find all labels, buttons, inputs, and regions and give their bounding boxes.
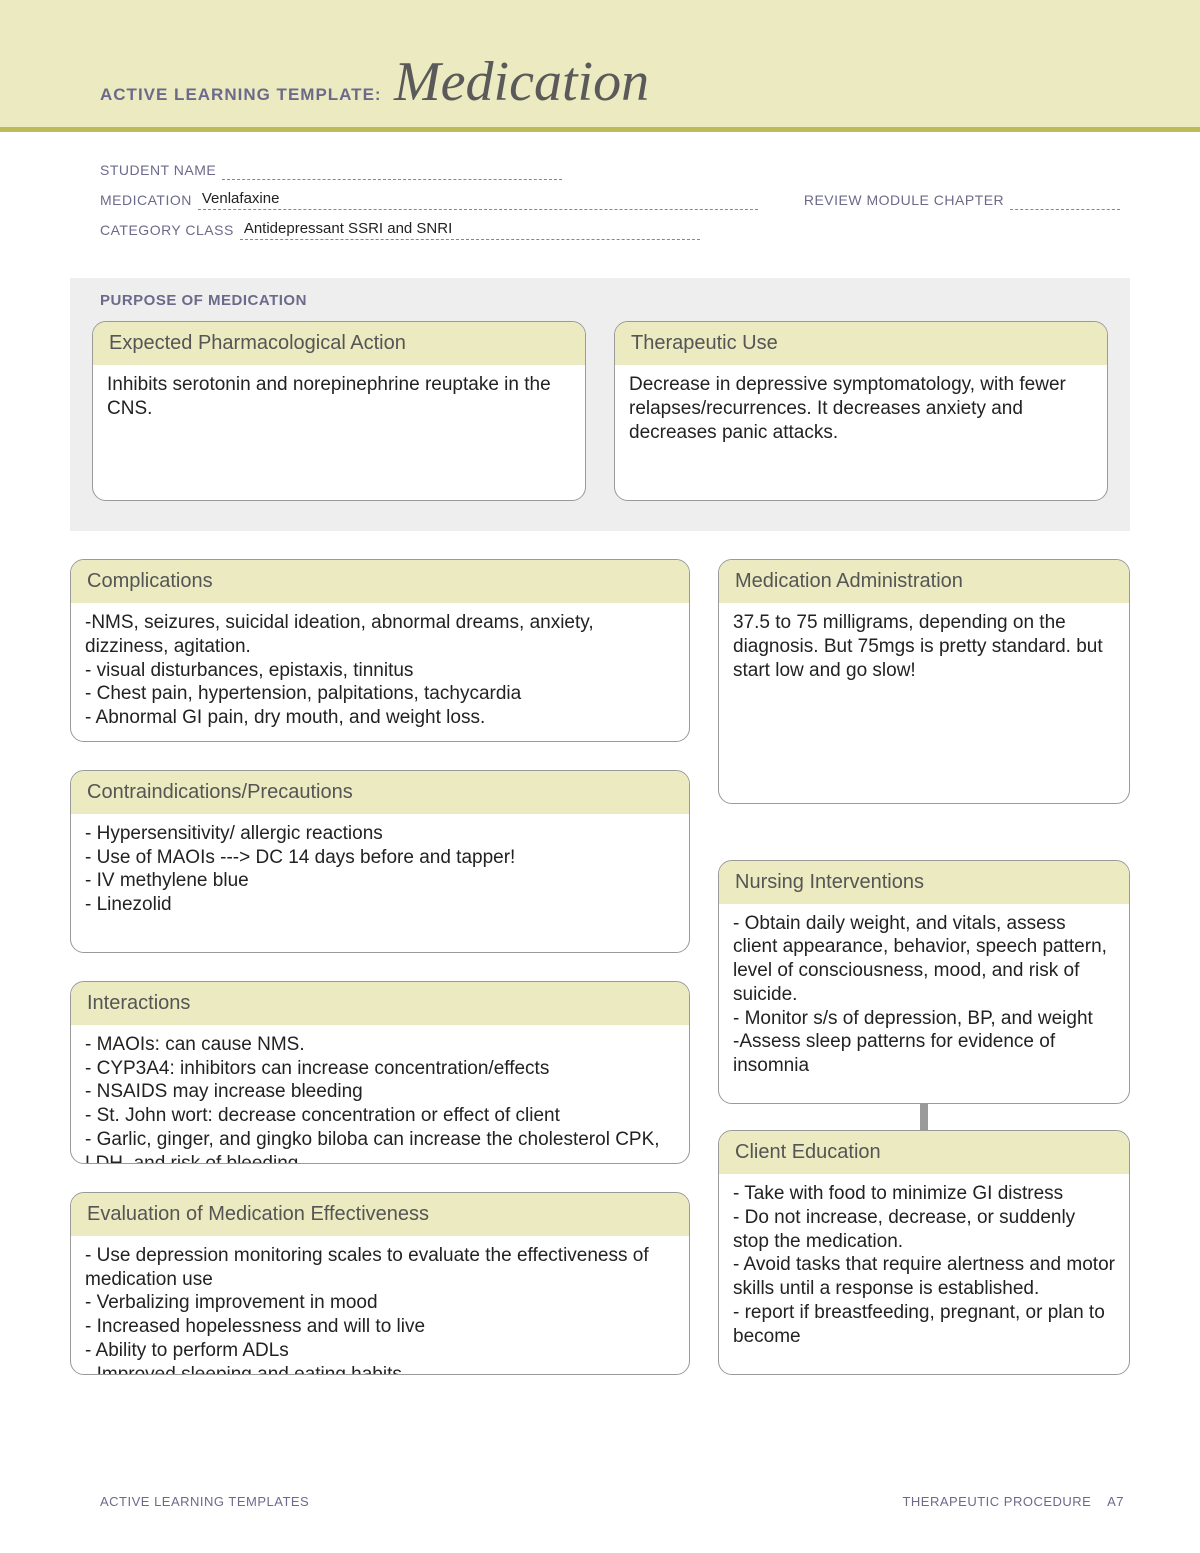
page: ACTIVE LEARNING TEMPLATE: Medication STU… (0, 0, 1200, 1553)
field-review[interactable] (1010, 190, 1120, 210)
card-education-body: - Take with food to minimize GI distress… (719, 1174, 1129, 1360)
card-therapeutic: Therapeutic Use Decrease in depressive s… (614, 321, 1108, 501)
label-review: REVIEW MODULE CHAPTER (804, 192, 1004, 210)
label-student: STUDENT NAME (100, 162, 216, 180)
row-medication: MEDICATION Venlafaxine REVIEW MODULE CHA… (100, 190, 1100, 210)
card-admin-title: Medication Administration (719, 560, 1129, 603)
card-admin: Medication Administration 37.5 to 75 mil… (718, 559, 1130, 804)
card-contra-body: - Hypersensitivity/ allergic reactions -… (71, 814, 689, 929)
field-medication[interactable]: Venlafaxine (198, 190, 758, 210)
field-category[interactable]: Antidepressant SSRI and SNRI (240, 220, 700, 240)
footer-right-text: THERAPEUTIC PROCEDURE (902, 1494, 1091, 1509)
row-category: CATEGORY CLASS Antidepressant SSRI and S… (100, 220, 1100, 240)
card-pharm-body: Inhibits serotonin and norepinephrine re… (93, 365, 585, 485)
card-education: Client Education - Take with food to min… (718, 1130, 1130, 1375)
card-therapeutic-body: Decrease in depressive symptomatology, w… (615, 365, 1107, 485)
card-complications-body: -NMS, seizures, suicidal ideation, abnor… (71, 603, 689, 742)
card-nursing: Nursing Interventions - Obtain daily wei… (718, 860, 1130, 1105)
footer-page: A7 (1107, 1494, 1124, 1509)
columns: Complications -NMS, seizures, suicidal i… (70, 559, 1130, 1375)
card-complications-title: Complications (71, 560, 689, 603)
card-pharm: Expected Pharmacological Action Inhibits… (92, 321, 586, 501)
banner-label: ACTIVE LEARNING TEMPLATE: (100, 85, 382, 105)
card-therapeutic-title: Therapeutic Use (615, 322, 1107, 365)
footer-right: THERAPEUTIC PROCEDURE A7 (902, 1494, 1124, 1509)
form-area: STUDENT NAME MEDICATION Venlafaxine REVI… (0, 132, 1200, 262)
col-left: Complications -NMS, seizures, suicidal i… (70, 559, 690, 1375)
card-admin-body: 37.5 to 75 milligrams, depending on the … (719, 603, 1129, 694)
card-interactions-title: Interactions (71, 982, 689, 1025)
card-pharm-title: Expected Pharmacological Action (93, 322, 585, 365)
card-eval-title: Evaluation of Medication Effectiveness (71, 1193, 689, 1236)
card-contra-title: Contraindications/Precautions (71, 771, 689, 814)
row-student: STUDENT NAME (100, 160, 1100, 180)
card-nursing-body: - Obtain daily weight, and vitals, asses… (719, 904, 1129, 1090)
purpose-section: PURPOSE OF MEDICATION Expected Pharmacol… (70, 278, 1130, 531)
banner: ACTIVE LEARNING TEMPLATE: Medication (0, 0, 1200, 132)
footer-left: ACTIVE LEARNING TEMPLATES (100, 1494, 309, 1509)
field-student[interactable] (222, 160, 562, 180)
card-education-title: Client Education (719, 1131, 1129, 1174)
card-nursing-title: Nursing Interventions (719, 861, 1129, 904)
card-interactions: Interactions - MAOIs: can cause NMS. - C… (70, 981, 690, 1164)
connector-icon (920, 1104, 928, 1130)
card-complications: Complications -NMS, seizures, suicidal i… (70, 559, 690, 742)
card-contra: Contraindications/Precautions - Hypersen… (70, 770, 690, 953)
card-eval-body: - Use depression monitoring scales to ev… (71, 1236, 689, 1375)
col-right: Medication Administration 37.5 to 75 mil… (718, 559, 1130, 1375)
purpose-title: PURPOSE OF MEDICATION (92, 292, 1108, 309)
card-eval: Evaluation of Medication Effectiveness -… (70, 1192, 690, 1375)
label-category: CATEGORY CLASS (100, 222, 234, 240)
footer: ACTIVE LEARNING TEMPLATES THERAPEUTIC PR… (100, 1494, 1124, 1509)
label-medication: MEDICATION (100, 192, 192, 210)
card-interactions-body: - MAOIs: can cause NMS. - CYP3A4: inhibi… (71, 1025, 689, 1164)
banner-title: Medication (394, 50, 649, 114)
